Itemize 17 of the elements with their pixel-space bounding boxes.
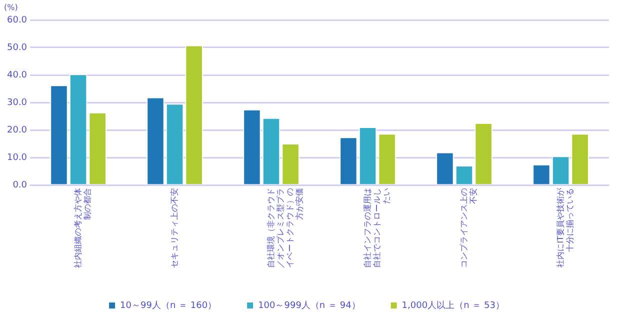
y-tick-label: 30.0	[6, 98, 28, 108]
y-tick-label: 40.0	[6, 70, 28, 80]
y-tick-label: 20.0	[6, 125, 28, 136]
y-tick-label: 60.0	[6, 15, 28, 26]
x-tick-label: 社内にIT要員や技術が十分に揃っている	[556, 187, 574, 268]
x-tick-label: 自社インフラの運用は自社でコントロールしたい	[362, 188, 392, 268]
x-tick-label: 社内組織の考え方や体制の都合	[73, 188, 92, 268]
x-tick-label: コンプライアンス上の不安	[459, 188, 478, 268]
y-axis-title: (%)	[4, 3, 18, 12]
y-tick-label: 10.0	[6, 152, 28, 163]
y-tick-label: 50.0	[6, 42, 28, 53]
x-tick-label: セキュリティ上の不安	[170, 188, 179, 268]
legend-label: 10～99人（n ＝ 160）	[120, 300, 217, 311]
y-tick-label: 0.0	[12, 180, 28, 190]
x-tick-label: 自社環境（非クラウド／オンプレミス型プライベートクラウド）の方が安価	[266, 188, 304, 268]
legend-label: 1,000人以上（n ＝ 53）	[402, 300, 504, 311]
legend-label: 100～999人（n ＝ 94）	[258, 300, 360, 311]
